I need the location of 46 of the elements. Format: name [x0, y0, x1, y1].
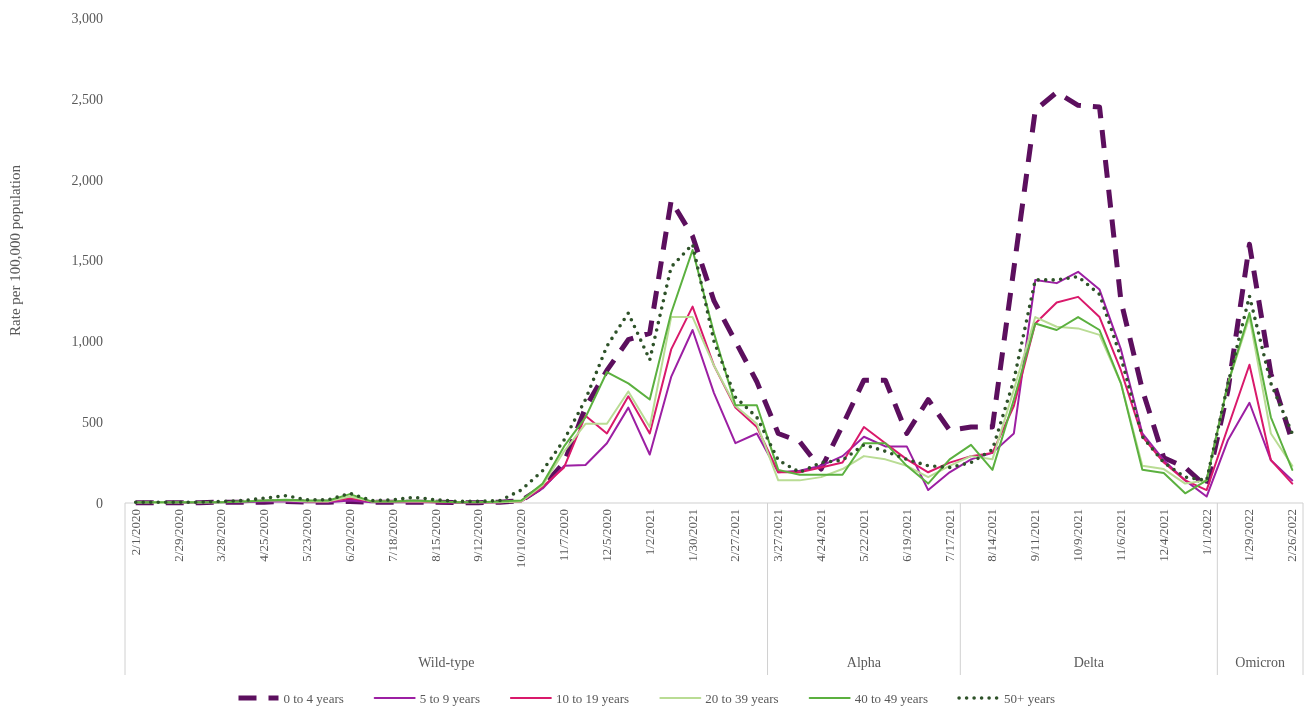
- x-tick-label: 2/1/2020: [127, 509, 143, 556]
- x-tick-label: 9/11/2021: [1027, 509, 1043, 562]
- legend-label: 50+ years: [1004, 690, 1056, 706]
- x-tick-label: 1/30/2021: [684, 509, 700, 562]
- x-tick-label: 7/18/2020: [384, 509, 400, 562]
- legend-label: 0 to 4 years: [283, 690, 344, 706]
- x-tick-label: 7/17/2021: [941, 509, 957, 562]
- x-tick-label: 12/5/2020: [598, 509, 614, 562]
- text: Delta: [1073, 655, 1105, 670]
- legend-label: 10 to 19 years: [555, 690, 630, 706]
- y-axis-title: Rate per 100,000 population: [7, 164, 23, 336]
- x-tick-label: 10/9/2021: [1070, 509, 1086, 562]
- x-tick-label: 11/6/2021: [1112, 509, 1128, 562]
- x-tick-label: 8/15/2020: [427, 509, 443, 562]
- legend-label: 20 to 39 years: [705, 690, 779, 706]
- legend-label: 5 to 9 years: [419, 690, 480, 706]
- x-tick-label: 11/7/2020: [556, 509, 572, 562]
- text: Wild-type: [418, 655, 475, 670]
- x-tick-label: 9/12/2020: [470, 509, 486, 562]
- x-tick-label: 2/27/2021: [727, 509, 743, 562]
- x-tick-label: 10/10/2020: [513, 509, 529, 569]
- x-tick-label: 12/4/2021: [1155, 509, 1171, 562]
- x-tick-label: 5/22/2021: [855, 509, 871, 562]
- x-tick-label: 3/27/2021: [770, 509, 786, 562]
- x-tick-label: 5/23/2020: [299, 509, 315, 562]
- y-tick-label: 1,500: [71, 253, 103, 269]
- y-tick-label: 2,000: [71, 172, 103, 188]
- x-tick-label: 1/1/2022: [1198, 509, 1214, 556]
- x-tick-label: 1/2/2021: [641, 509, 657, 556]
- x-tick-label: 6/20/2020: [341, 509, 357, 562]
- x-tick-label: 2/26/2022: [1284, 509, 1300, 562]
- y-tick-label: 500: [82, 415, 103, 431]
- legend-label: 40 to 49 years: [854, 690, 928, 706]
- y-tick-label: 2,500: [71, 91, 103, 107]
- x-tick-label: 2/29/2020: [170, 509, 186, 562]
- x-tick-label: 4/24/2021: [813, 509, 829, 562]
- y-tick-label: 1,000: [71, 334, 103, 350]
- x-tick-label: 3/28/2020: [213, 509, 229, 562]
- x-tick-label: 6/19/2021: [898, 509, 914, 562]
- x-tick-label: 1/29/2022: [1241, 509, 1257, 562]
- text: Alpha: [846, 655, 882, 670]
- x-tick-label: 4/25/2020: [256, 509, 272, 562]
- y-tick-label: 3,000: [71, 10, 103, 26]
- x-tick-label: 8/14/2021: [984, 509, 1000, 562]
- text: Omicron: [1235, 655, 1286, 670]
- y-tick-label: 0: [96, 495, 103, 511]
